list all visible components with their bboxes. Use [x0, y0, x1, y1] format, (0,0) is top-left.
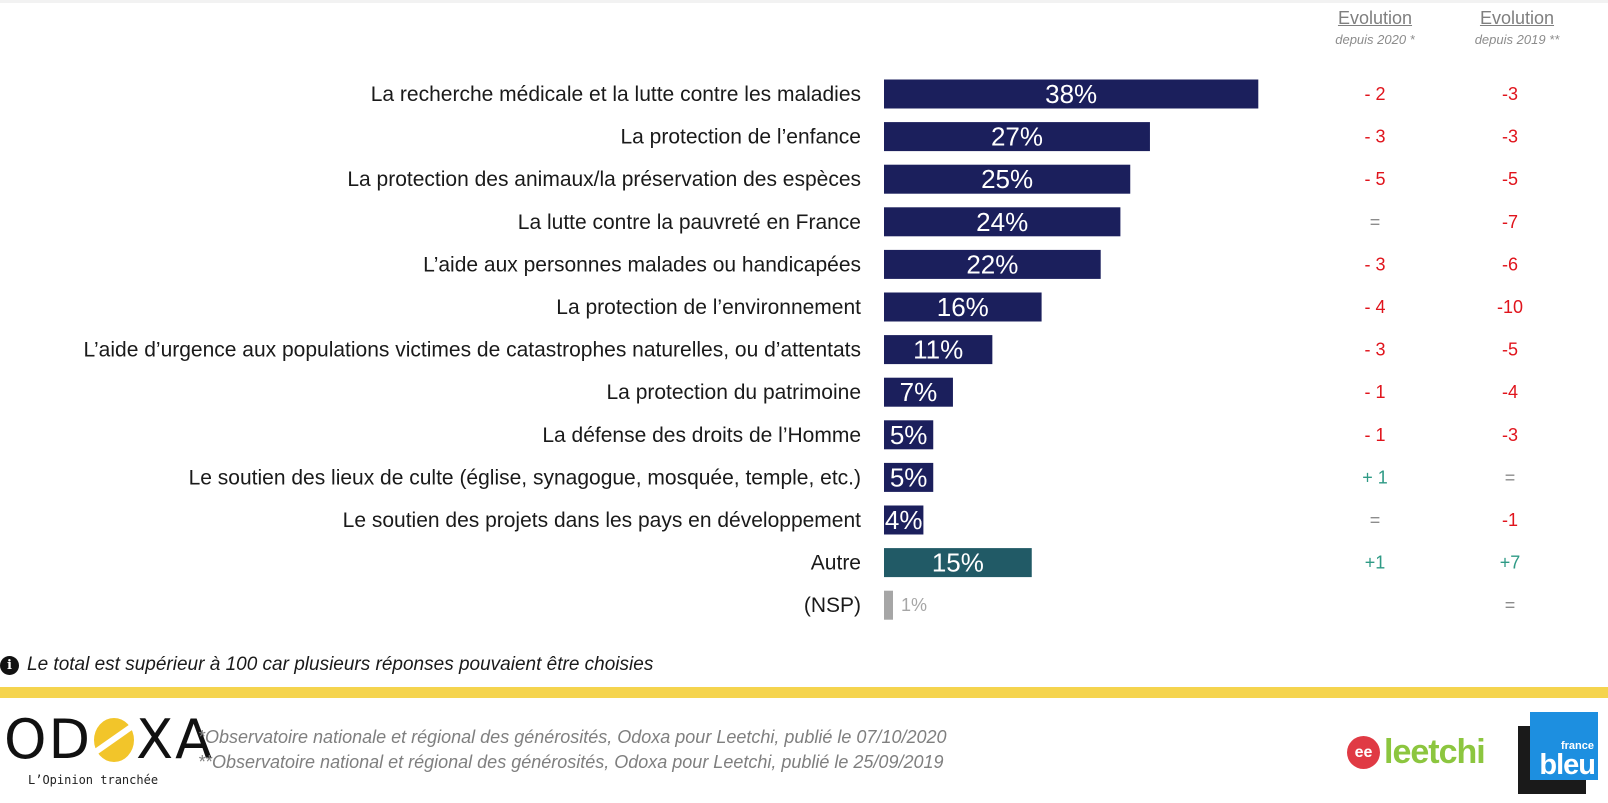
value-label: 16%: [937, 292, 989, 322]
value-label: 38%: [1045, 79, 1097, 109]
bar: [884, 377, 953, 407]
evolution-2019-value: -3: [1502, 127, 1518, 147]
category-label: Autre: [811, 552, 861, 575]
column-header-title: Evolution: [1337, 8, 1413, 28]
evolution-2019-value: -4: [1502, 382, 1518, 402]
value-label: 25%: [981, 164, 1033, 194]
evolution-2020-value: - 1: [1364, 382, 1385, 402]
category-label: La protection de l’environnement: [556, 296, 861, 319]
info-icon: i: [0, 655, 19, 675]
divider-bar: [0, 687, 1608, 698]
category-label: Le soutien des projets dans les pays en …: [343, 509, 862, 532]
evolution-2020-value: - 4: [1364, 297, 1385, 317]
evolution-2020-value: + 1: [1362, 467, 1388, 487]
evolution-2020-value: - 3: [1364, 127, 1385, 147]
footnote-text: Le total est supérieur à 100 car plusieu…: [27, 654, 654, 675]
category-label: La lutte contre la pauvreté en France: [518, 211, 861, 234]
column-header-evolution-2019: Evolution depuis 2019 **: [1447, 8, 1587, 47]
value-label: 1%: [901, 595, 927, 615]
source-2019: **Observatoire national et régional des …: [198, 752, 944, 772]
evolution-2019-value: -1: [1502, 510, 1518, 530]
odoxa-logo-text-right: XA: [136, 708, 215, 771]
value-label: 5%: [890, 462, 928, 492]
odoxa-logo: OD XA L’Opinion tranchée: [4, 708, 215, 788]
evolution-2020-value: =: [1370, 212, 1381, 232]
evolution-2019-value: =: [1505, 595, 1516, 615]
category-label: L’aide d’urgence aux populations victime…: [84, 339, 862, 362]
bar: [884, 292, 1042, 322]
value-label: 22%: [966, 249, 1018, 279]
evolution-2019-value: -5: [1502, 169, 1518, 189]
france-bleu-bottom-text: bleu: [1539, 749, 1596, 781]
top-border: [0, 0, 1608, 3]
source-2020: *Observatoire nationale et régional des …: [198, 727, 947, 747]
evolution-2019-value: -5: [1502, 340, 1518, 360]
evolution-2020-value: - 2: [1364, 84, 1385, 104]
evolution-2019-value: +7: [1500, 553, 1521, 573]
evolution-2020-value: - 3: [1364, 340, 1385, 360]
evolution-2019-value: -3: [1502, 425, 1518, 445]
leetchi-logo: ee leetchi: [1347, 733, 1486, 772]
category-label: La recherche médicale et la lutte contre…: [371, 83, 861, 106]
odoxa-tagline: L’Opinion tranchée: [28, 773, 159, 787]
category-label: La protection des animaux/la préservatio…: [347, 168, 861, 191]
bar-chart: La recherche médicale et la lutte contre…: [84, 79, 1523, 620]
bar: [884, 79, 1259, 109]
category-label: La défense des droits de l’Homme: [542, 424, 861, 447]
value-label: 11%: [913, 335, 963, 365]
odoxa-logo-mark-icon: [94, 718, 135, 762]
value-label: 27%: [991, 122, 1043, 152]
bar: [884, 335, 993, 365]
column-header-subtitle: depuis 2019 **: [1474, 32, 1560, 47]
category-label: La protection du patrimoine: [607, 381, 862, 404]
leetchi-wordmark: leetchi: [1384, 733, 1486, 771]
bar: [884, 420, 934, 450]
bar: [884, 164, 1131, 194]
evolution-2019-value: -6: [1502, 254, 1518, 274]
value-label: 24%: [976, 207, 1028, 237]
value-label: 7%: [900, 377, 938, 407]
evolution-2019-value: -7: [1502, 212, 1518, 232]
value-label: 15%: [932, 548, 984, 578]
column-header-subtitle: depuis 2020 *: [1335, 32, 1415, 47]
bar: [884, 548, 1032, 578]
bar: [884, 505, 924, 535]
column-header-title: Evolution: [1479, 8, 1555, 28]
value-label: 4%: [885, 505, 923, 535]
bar: [884, 207, 1121, 237]
france-bleu-top-text: france: [1560, 740, 1594, 752]
category-label: Le soutien des lieux de culte (église, s…: [189, 466, 861, 489]
evolution-2020-value: - 1: [1364, 425, 1385, 445]
evolution-2020-value: +1: [1365, 553, 1386, 573]
france-bleu-box: france bleu: [1530, 712, 1598, 780]
bar: [884, 249, 1101, 279]
bar: [884, 590, 893, 620]
bar: [884, 122, 1150, 152]
value-label: 5%: [890, 420, 928, 450]
evolution-2019-value: -3: [1502, 84, 1518, 104]
column-header-evolution-2020: Evolution depuis 2020 *: [1305, 8, 1445, 47]
evolution-2019-value: =: [1505, 467, 1516, 487]
evolution-2020-value: - 5: [1364, 169, 1385, 189]
evolution-2019-value: -10: [1497, 297, 1523, 317]
bar: [884, 462, 934, 492]
category-label: L’aide aux personnes malades ou handicap…: [423, 253, 861, 276]
category-label: (NSP): [804, 594, 861, 617]
odoxa-logo-text-left: OD: [4, 708, 93, 771]
sources: *Observatoire nationale et régional des …: [198, 725, 947, 775]
leetchi-mark-icon: ee: [1347, 736, 1380, 769]
evolution-2020-value: =: [1370, 510, 1381, 530]
footnote: i Le total est supérieur à 100 car plusi…: [0, 654, 653, 676]
category-label: La protection de l’enfance: [620, 126, 861, 149]
france-bleu-logo: france bleu: [1518, 712, 1598, 794]
evolution-2020-value: - 3: [1364, 254, 1385, 274]
